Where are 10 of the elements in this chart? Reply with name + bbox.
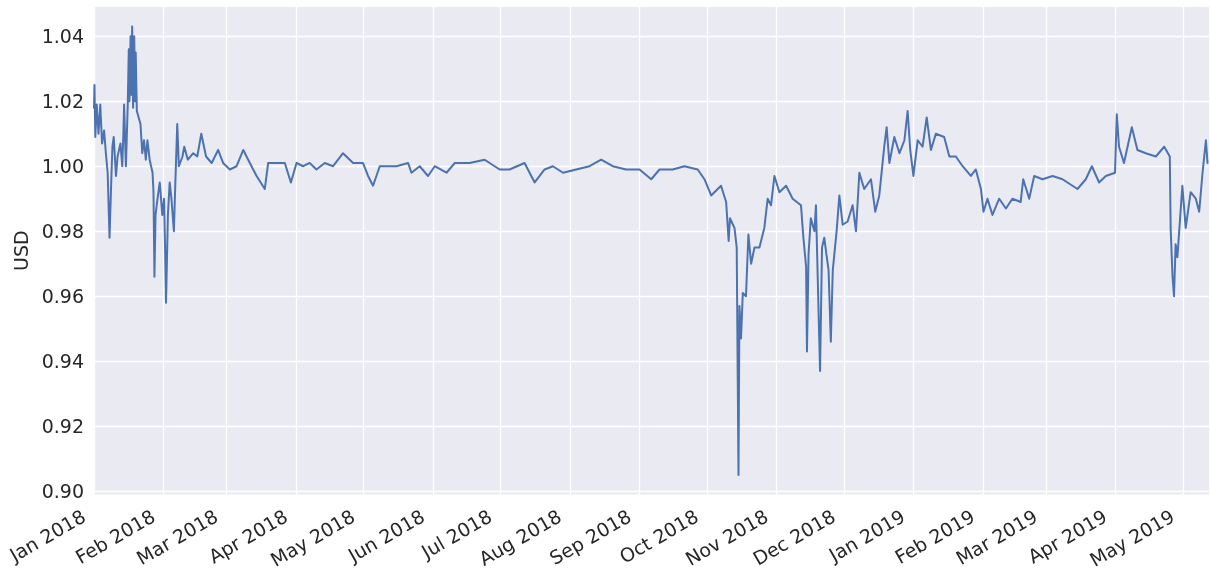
line-series [93, 25, 1209, 476]
y-axis-title: USD [10, 230, 33, 272]
y-tick-label: 1.00 [41, 155, 84, 178]
y-tick-label: 0.94 [41, 350, 84, 373]
y-tick-label: 0.96 [41, 285, 84, 308]
y-tick-label: 0.98 [41, 220, 84, 243]
y-tick-label: 0.92 [41, 415, 84, 438]
y-tick-label: 0.90 [41, 480, 84, 503]
y-tick-label: 1.04 [41, 25, 84, 48]
y-tick-label: 1.02 [41, 90, 84, 113]
